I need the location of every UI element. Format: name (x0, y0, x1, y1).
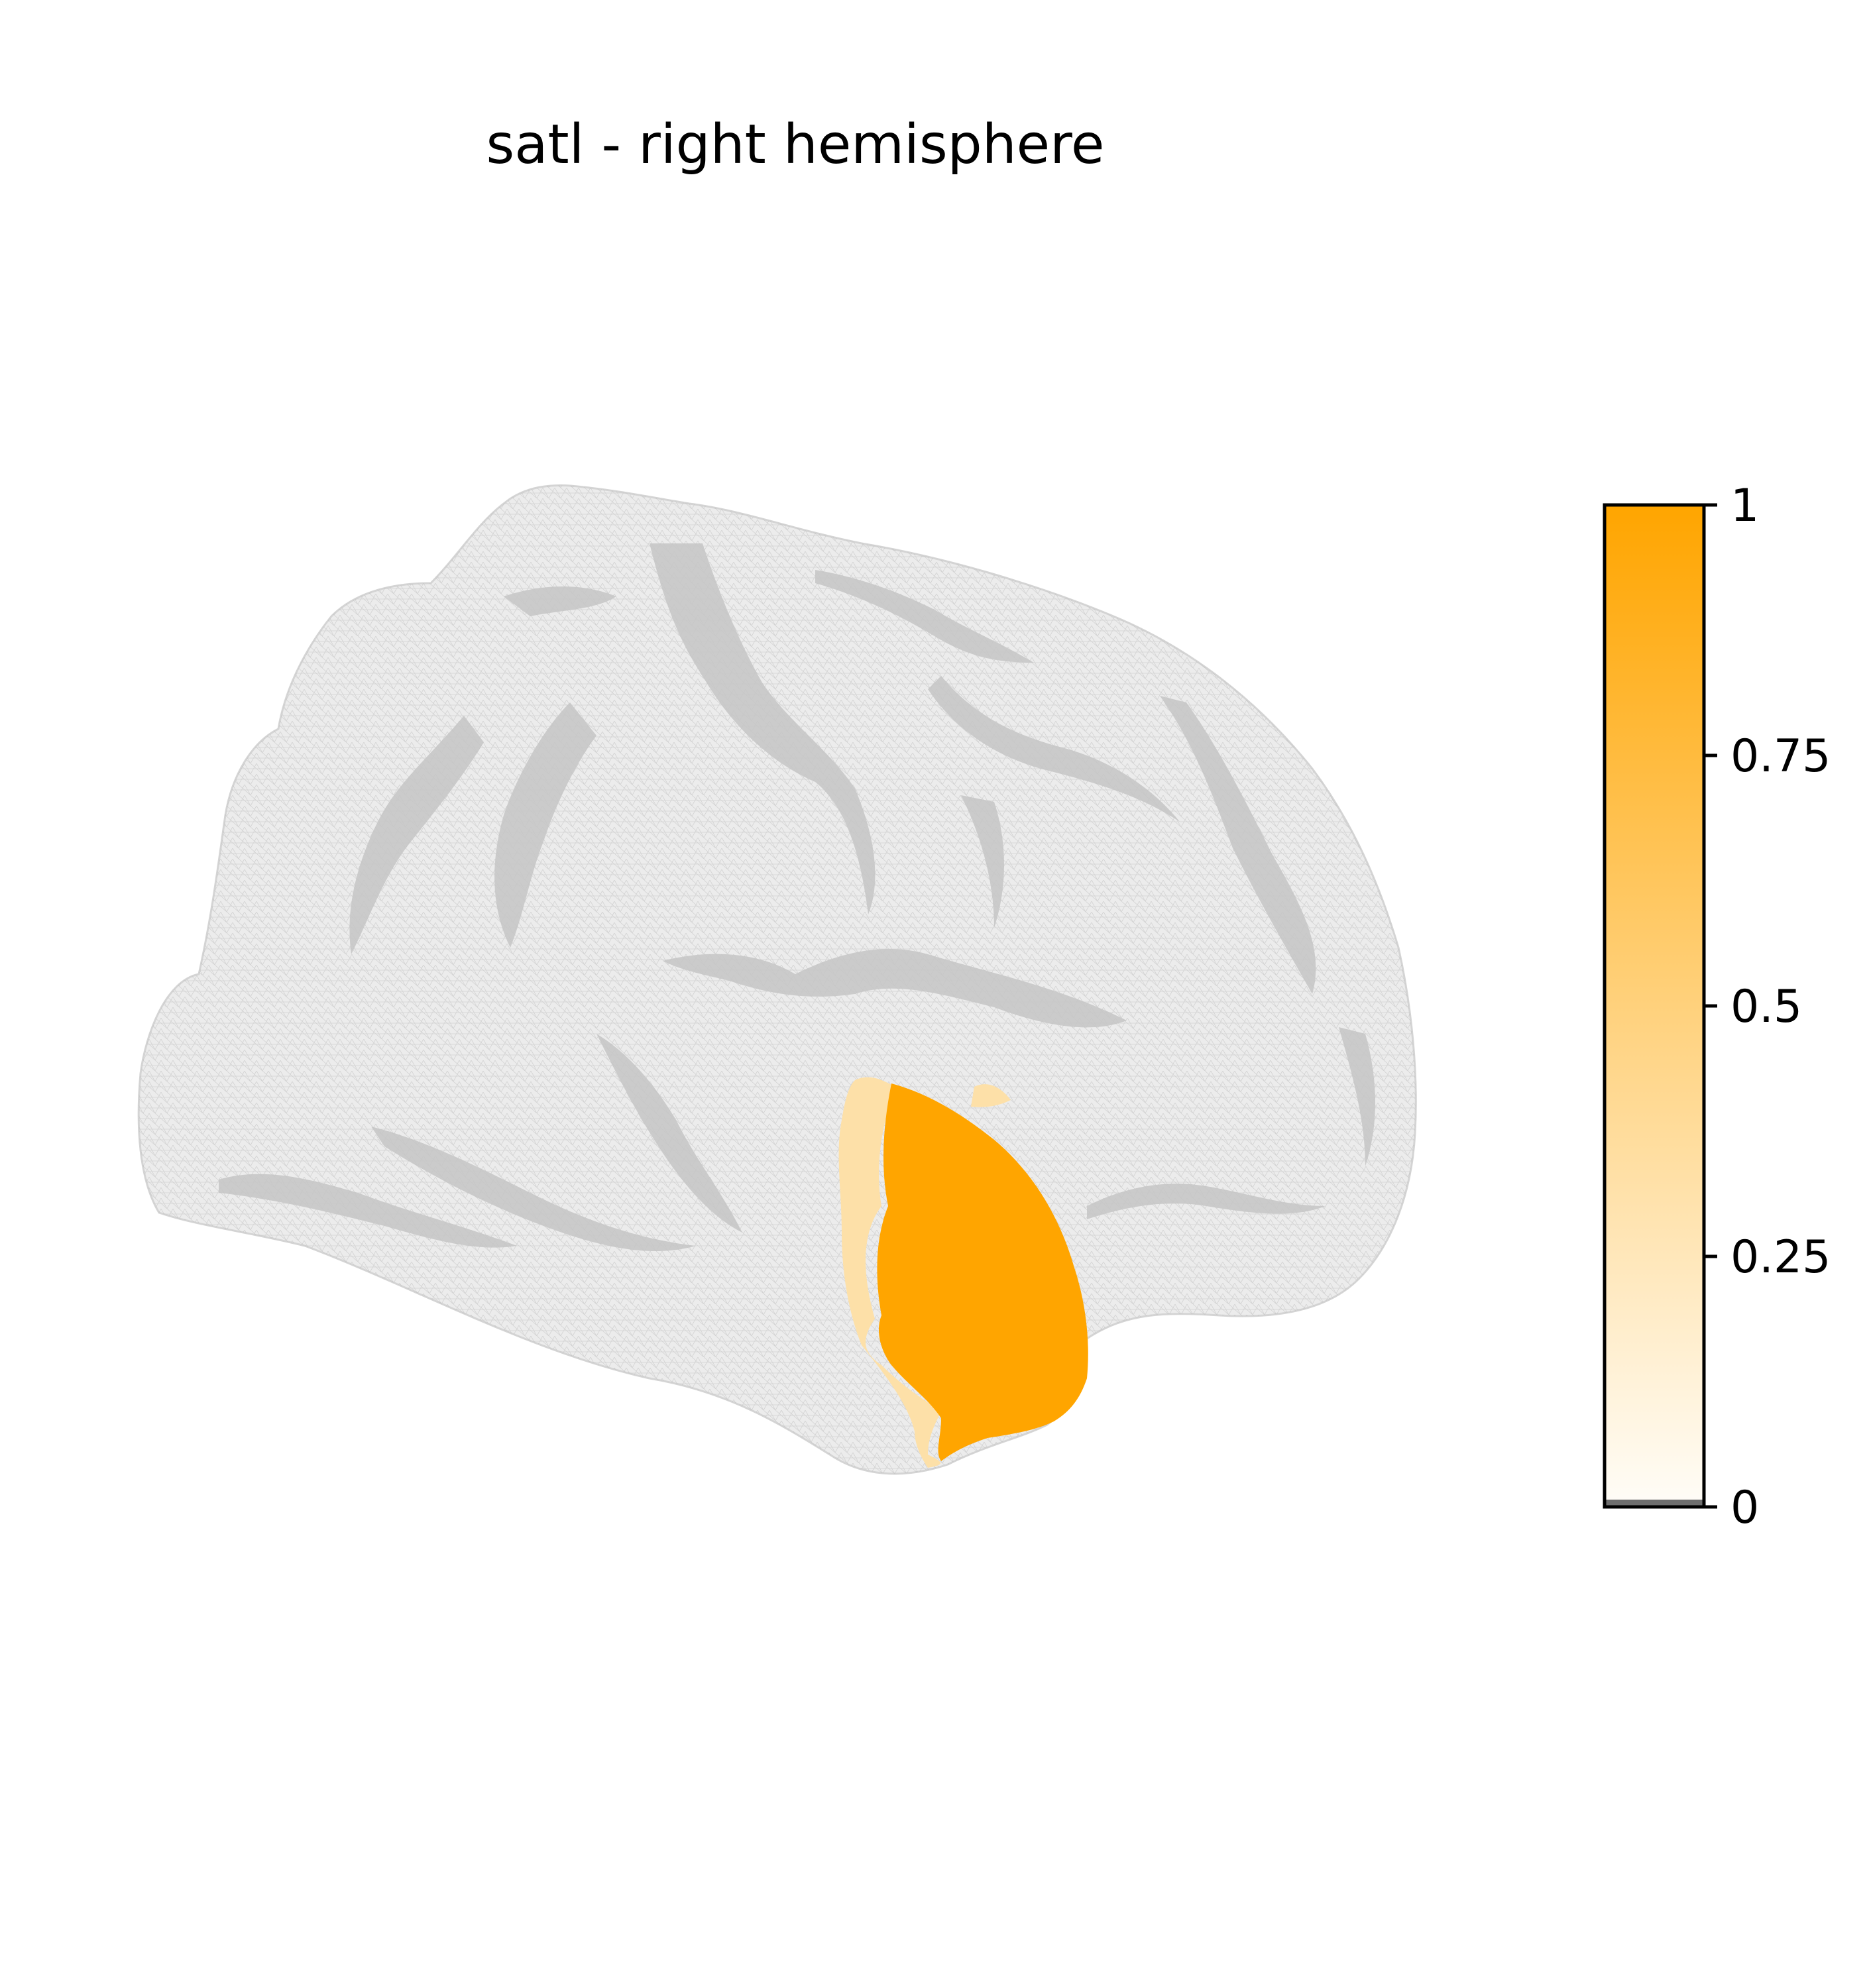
sulcus (928, 676, 1180, 822)
sulcus (663, 948, 1127, 1028)
sulcus (504, 586, 616, 616)
colorbar: 1 0.75 0.5 0.25 0 (1603, 480, 1831, 1534)
sulcus (1160, 696, 1316, 994)
sulcus (596, 1034, 742, 1233)
sulcus (815, 570, 1034, 663)
region-satl (838, 1077, 1088, 1468)
colorbar-tick-label: 1 (1730, 480, 1759, 532)
sulcus (1087, 1184, 1326, 1219)
colorbar-underflow (1605, 1500, 1704, 1507)
figure-title: satl - right hemisphere (486, 113, 1105, 176)
colorbar-ticks: 1 0.75 0.5 0.25 0 (1704, 480, 1831, 1534)
colorbar-fill (1605, 505, 1704, 1507)
sulcus (961, 795, 1004, 928)
brain-surface (137, 484, 1417, 1475)
colorbar-tick-label: 0.75 (1730, 730, 1831, 783)
sulcus (371, 1127, 696, 1252)
colorbar-tick-label: 0.5 (1730, 981, 1802, 1033)
sulcus (1339, 1027, 1375, 1166)
sulci (219, 543, 1375, 1252)
colorbar-tick-label: 0 (1730, 1482, 1759, 1534)
region-edge (838, 1077, 941, 1468)
sulcus (219, 1174, 517, 1248)
sulcus (494, 702, 596, 948)
sulcus (650, 543, 876, 914)
region-edge-patch (971, 1084, 1011, 1107)
sulcus (349, 716, 484, 954)
colorbar-tick-label: 0.25 (1730, 1231, 1831, 1284)
region-fill (877, 1083, 1088, 1461)
